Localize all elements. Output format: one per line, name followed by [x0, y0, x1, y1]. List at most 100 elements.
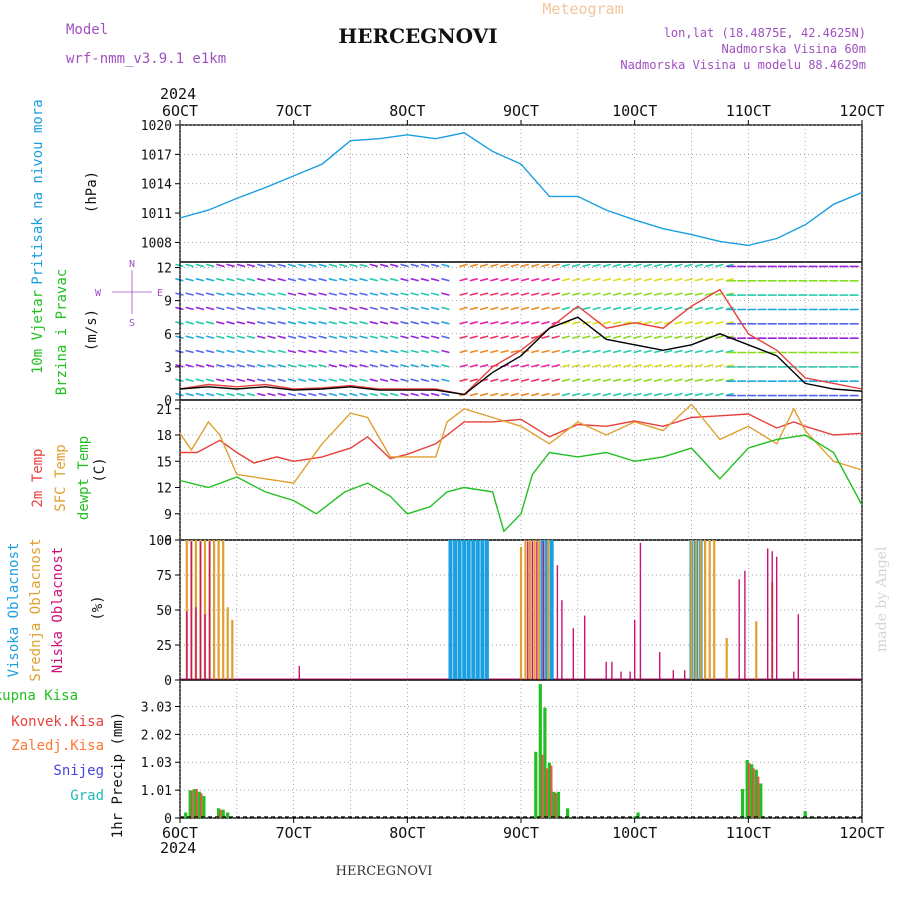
mid_cloud-bar [699, 540, 702, 680]
low_cloud-bar [634, 619, 636, 680]
wind-arrow [633, 392, 642, 397]
wind-arrow [633, 306, 642, 311]
wind-arrow [379, 292, 389, 296]
wind-arrow [674, 277, 683, 282]
wind-arrow [510, 364, 520, 368]
wind-arrow [195, 335, 205, 339]
x-tick-label-bottom: 7OCT [276, 824, 312, 842]
temperature-ytick-label: 9 [164, 508, 172, 523]
cloud-axis-title-2: Niska Oblacnost [50, 547, 66, 673]
wind-ytick-label: 6 [164, 328, 172, 343]
wind-arrow [390, 306, 399, 311]
wind-arrow [551, 364, 560, 368]
wind-arrow [715, 306, 724, 311]
temperature-axis-title-0: 2m Temp [30, 448, 46, 507]
wind-arrow [420, 292, 430, 296]
wind-arrow [684, 364, 693, 368]
wind-arrow [704, 364, 714, 368]
wind-arrow [561, 263, 571, 268]
wind-arrow [195, 378, 205, 383]
wind-arrow [459, 378, 468, 383]
high_cloud-bar [471, 540, 476, 680]
wind-arrow [185, 263, 194, 268]
x-tick-label-top: 11OCT [726, 102, 771, 120]
wind-arrow [297, 392, 307, 397]
wind-arrow [267, 349, 276, 354]
cloud-axis-title-0: Visoka Oblacnost [6, 543, 22, 678]
conv_precip-bar [191, 790, 194, 818]
mid_cloud-bar [690, 540, 693, 680]
low_cloud-bar [195, 607, 197, 680]
wind-arrow [328, 277, 338, 282]
wind-arrow [205, 321, 215, 325]
compass-w-label: W [95, 288, 102, 299]
wind-arrow [420, 306, 430, 311]
wind-arrow [684, 378, 693, 383]
model-label: Model [66, 22, 108, 38]
wind-arrow [643, 349, 652, 354]
wind-arrow [410, 306, 419, 311]
wind-arrow [226, 321, 235, 325]
wind-arrow [257, 378, 266, 383]
low_cloud-bar [556, 565, 559, 680]
model-elevation-label: Nadmorska Visina u modelu 88.4629m [620, 58, 866, 72]
wind-arrow [359, 263, 368, 268]
wind-arrow [441, 378, 450, 383]
wind-arrow [328, 321, 338, 325]
wind-arrow [500, 263, 509, 268]
low_cloud-bar [584, 615, 586, 680]
wind-arrow [277, 263, 286, 268]
wind-arrow [520, 335, 530, 339]
wind-arrow [226, 392, 235, 397]
year-bottom: 2024 [160, 839, 196, 857]
wind-arrow [664, 335, 673, 339]
low_cloud-bar [199, 541, 202, 680]
wind-arrow [623, 378, 632, 383]
wind-arrow [246, 277, 256, 282]
wind-arrow [328, 364, 338, 368]
total_precip-bar [534, 751, 538, 818]
wind-arrow [623, 277, 632, 282]
wind-arrow [674, 335, 683, 339]
wind-arrow [359, 335, 368, 339]
wind-arrow [338, 306, 348, 311]
wind-arrow [216, 335, 225, 339]
wind-arrow [684, 277, 693, 282]
wind-arrow [420, 378, 430, 383]
wind-arrow [643, 263, 652, 268]
wind-arrow [561, 392, 571, 397]
wind-arrow [520, 306, 530, 311]
temperature-ytick-label: 21 [156, 403, 172, 418]
high_cloud-bar [448, 540, 453, 680]
pressure-unit: (hPa) [84, 171, 100, 213]
wind-arrow [287, 321, 297, 325]
wind-arrow [359, 392, 368, 397]
wind-arrow [236, 292, 245, 296]
wind-arrow [500, 392, 509, 397]
total_precip-bar [636, 812, 640, 818]
wind-arrow [318, 321, 327, 325]
wind-arrow [571, 335, 581, 339]
year-top: 2024 [160, 85, 196, 103]
pressure-ytick-label: 1008 [141, 236, 172, 251]
pressure-ytick-label: 1020 [141, 119, 172, 134]
wind-arrow [674, 349, 683, 354]
wind-arrow [359, 364, 368, 368]
wind-arrow [643, 277, 652, 282]
x-tick-label-bottom: 10OCT [612, 824, 657, 842]
wind-arrow [338, 292, 348, 296]
wind-arrow [500, 321, 509, 325]
precip-legend-item: Snijeg [53, 763, 104, 779]
wind-arrow [328, 263, 338, 268]
total_precip-bar [803, 811, 807, 818]
wind-arrow [226, 306, 235, 311]
wind-arrow [390, 378, 399, 383]
low_cloud-bar [536, 541, 538, 680]
wind-arrow [389, 392, 399, 397]
wind-arrow [216, 349, 225, 354]
pressure-panel: 1008 1011 1014 1017 1020 [141, 119, 863, 263]
wind-arrow [328, 335, 338, 339]
wind-arrow [674, 292, 683, 296]
wind-arrow [349, 392, 358, 397]
